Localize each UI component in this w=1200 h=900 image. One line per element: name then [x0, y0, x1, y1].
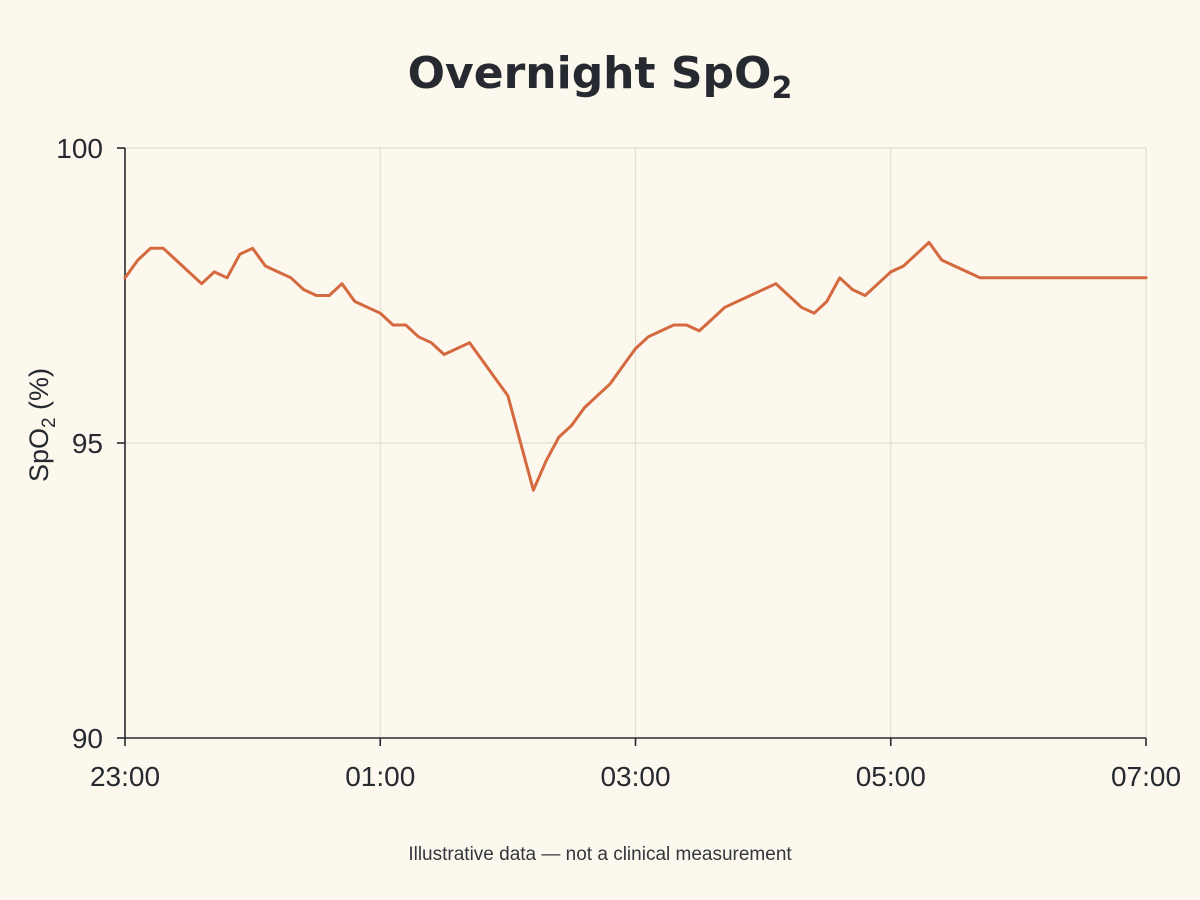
y-axis-label-subscript: 2: [39, 417, 60, 428]
y-axis-label: SpO2 (%): [24, 368, 60, 482]
chart-title-main: Overnight SpO: [408, 48, 772, 99]
x-tick-label-23:00: 23:00: [90, 761, 160, 792]
y-tick-label-95: 95: [72, 428, 103, 459]
ticks-layer: 100 95 90 23:00 01:00 03:00 05:00 07:00: [56, 133, 1181, 792]
grid-layer: [125, 147, 1147, 738]
x-tick-label-05:00: 05:00: [856, 761, 926, 792]
x-tick-label-03:00: 03:00: [600, 761, 670, 792]
footnote: Illustrative data — not a clinical measu…: [408, 844, 792, 865]
y-axis-label-main: SpO: [24, 428, 54, 482]
series-layer: [123, 240, 1148, 492]
x-tick-label-01:00: 01:00: [345, 761, 415, 792]
spo2-series-line-0: [123, 240, 1148, 492]
chart-title: Overnight SpO2: [408, 48, 793, 106]
y-tick-label-90: 90: [72, 723, 103, 754]
y-axis-label-suffix: (%): [24, 368, 54, 418]
y-tick-label-100: 100: [56, 133, 103, 164]
chart-title-subscript: 2: [771, 71, 792, 106]
x-tick-label-07:00: 07:00: [1111, 761, 1181, 792]
